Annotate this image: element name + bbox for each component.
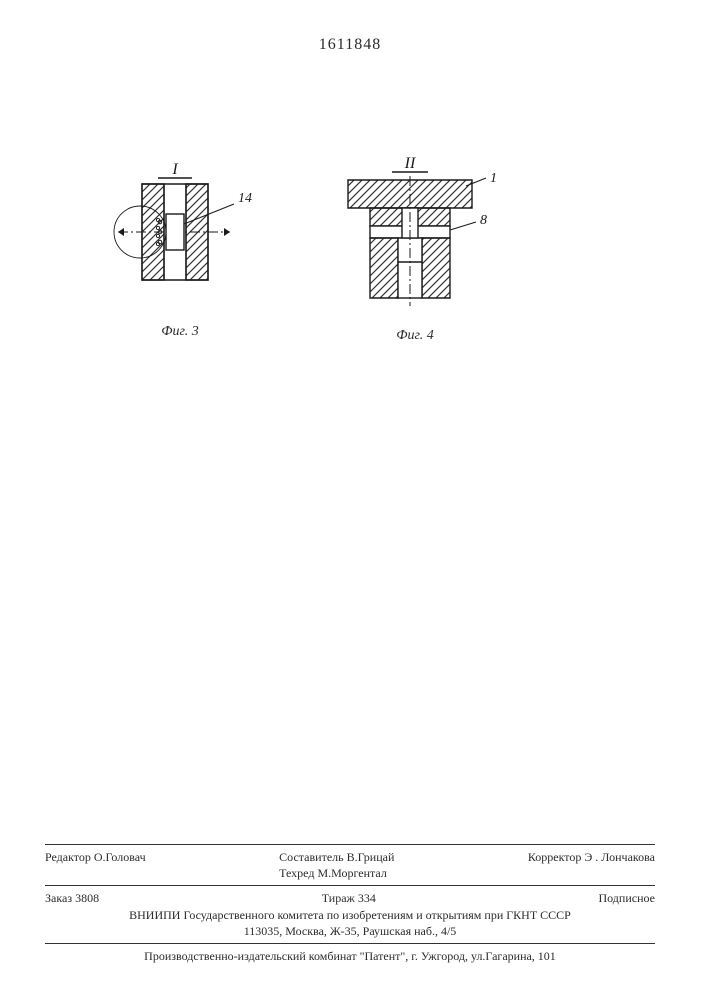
figure-4-drawing: II 1 8	[330, 148, 500, 328]
compiler-label: Составитель	[279, 850, 343, 864]
figure-3-caption: Фиг. 3	[100, 324, 260, 340]
figure-3-drawing: I 14	[100, 154, 260, 324]
figure-3: I 14 Фиг. 3	[100, 154, 260, 340]
figure-4-caption: Фиг. 4	[330, 328, 500, 344]
editor-cell: Редактор О.Головач	[45, 849, 146, 881]
footer-rule-1	[45, 844, 655, 845]
document-number: 1611848	[70, 0, 630, 54]
footer-block: Редактор О.Головач Составитель В.Грицай …	[45, 840, 655, 964]
org-line-1: ВНИИПИ Государственного комитета по изоб…	[45, 907, 655, 923]
tirazh-number: 334	[358, 891, 376, 905]
footer-rule-3	[45, 943, 655, 944]
corrector-name: Э . Лончакова	[584, 850, 655, 864]
techred-label: Техред	[279, 866, 314, 880]
figures-region: I 14 Фиг. 3 II 1 8 Фиг. 4	[70, 154, 630, 434]
printer-line: Производственно-издательский комбинат "П…	[45, 948, 655, 964]
svg-text:14: 14	[238, 191, 252, 206]
editor-label: Редактор	[45, 850, 91, 864]
tirazh-label: Тираж	[322, 891, 355, 905]
org-line-2: 113035, Москва, Ж-35, Раушская наб., 4/5	[45, 923, 655, 939]
tirazh-cell: Тираж 334	[322, 890, 376, 906]
techred-name: М.Моргентал	[317, 866, 386, 880]
compiler-techred-cell: Составитель В.Грицай Техред М.Моргентал	[279, 849, 394, 881]
svg-text:8: 8	[480, 213, 487, 228]
svg-text:II: II	[404, 155, 416, 172]
podpisnoe-label: Подписное	[598, 890, 655, 906]
svg-text:1: 1	[490, 171, 497, 186]
corrector-cell: Корректор Э . Лончакова	[528, 849, 655, 881]
editor-name: О.Головач	[94, 850, 146, 864]
corrector-label: Корректор	[528, 850, 582, 864]
footer-rule-2	[45, 885, 655, 886]
order-cell: Заказ 3808	[45, 890, 99, 906]
order-label: Заказ	[45, 891, 72, 905]
compiler-name: В.Грицай	[347, 850, 395, 864]
order-number: 3808	[75, 891, 99, 905]
figure-4: II 1 8 Фиг. 4	[330, 148, 500, 344]
svg-text:I: I	[171, 161, 178, 178]
